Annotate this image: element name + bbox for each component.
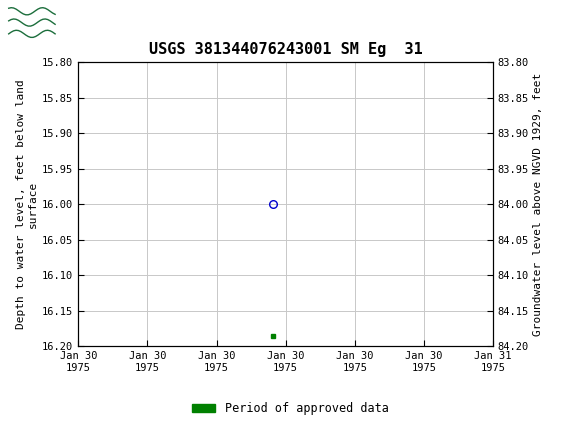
Y-axis label: Depth to water level, feet below land
surface: Depth to water level, feet below land su… [16, 80, 38, 329]
Title: USGS 381344076243001 SM Eg  31: USGS 381344076243001 SM Eg 31 [149, 42, 422, 57]
Y-axis label: Groundwater level above NGVD 1929, feet: Groundwater level above NGVD 1929, feet [533, 73, 543, 336]
Text: USGS: USGS [67, 14, 122, 31]
Legend: Period of approved data: Period of approved data [187, 397, 393, 420]
Bar [6, 3, 58, 42]
